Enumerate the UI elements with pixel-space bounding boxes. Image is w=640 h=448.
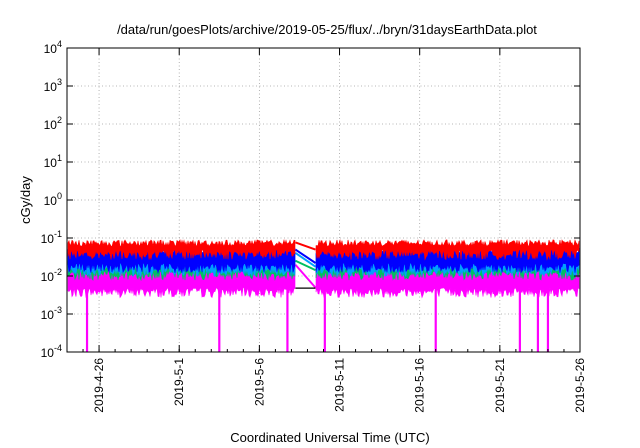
y-tick-label: 104 — [44, 39, 62, 56]
gap-bridge-line — [295, 241, 316, 251]
chart-title: /data/run/goesPlots/archive/2019-05-25/f… — [117, 22, 537, 37]
y-tick-label: 100 — [44, 191, 62, 208]
x-tick-label: 2019-5-21 — [493, 358, 507, 413]
x-tick-label: 2019-5-26 — [573, 358, 587, 413]
y-tick-label: 10-1 — [41, 229, 62, 246]
grid — [67, 48, 580, 352]
series-band — [315, 246, 580, 274]
ticks: 10-4 10-3 10-2 10-1 100 101 102 103 104 2019-4-26… — [41, 39, 587, 413]
y-tick-label: 10-2 — [41, 267, 62, 284]
x-axis-label: Coordinated Universal Time (UTC) — [230, 430, 429, 445]
gap-bridge-line — [294, 252, 317, 268]
y-tick-label: 101 — [44, 153, 62, 170]
x-tick-label: 2019-4-26 — [92, 358, 106, 413]
x-tick-label: 2019-5-6 — [252, 358, 266, 406]
y-axis-label: cGy/day — [18, 176, 33, 224]
series-band — [67, 238, 296, 261]
y-tick-label: 10-4 — [41, 343, 62, 360]
gap-bridge-line — [294, 264, 317, 289]
x-tick-label: 2019-5-11 — [333, 358, 347, 412]
x-tick-label: 2019-5-1 — [172, 358, 186, 406]
series-band — [315, 238, 580, 261]
y-tick-label: 103 — [44, 77, 62, 94]
x-tick-label: 2019-5-16 — [413, 358, 427, 413]
y-tick-label: 10-3 — [41, 305, 62, 322]
y-tick-label: 102 — [44, 115, 62, 132]
gap-bridge-line — [294, 248, 317, 264]
series-group — [67, 238, 580, 352]
gap-bridge-line — [295, 259, 316, 272]
